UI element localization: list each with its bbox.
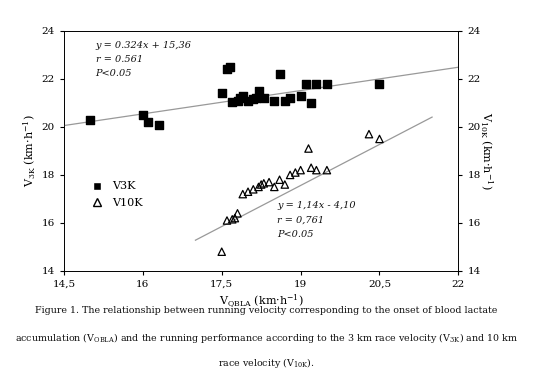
Point (225, 64, 234, 70)
Point (257, 182, 265, 188)
Point (291, 170, 300, 176)
Point (365, 131, 373, 137)
Point (296, 167, 305, 173)
Point (280, 182, 289, 188)
Text: y = 0.324x + 15,36: y = 0.324x + 15,36 (95, 41, 191, 50)
Point (280, 98, 289, 104)
Text: P<0.05: P<0.05 (95, 69, 132, 78)
Point (276, 176, 284, 183)
Point (286, 172, 294, 178)
Point (233, 98, 242, 104)
Point (286, 95, 294, 101)
Point (238, 92, 247, 99)
Point (139, 112, 147, 118)
Point (244, 188, 252, 195)
Point (228, 99, 237, 105)
Point (238, 191, 247, 197)
Text: race velocity (V$_\mathregular{10K}$).: race velocity (V$_\mathregular{10K}$). (218, 356, 315, 370)
Y-axis label: V$_\mathregular{3K}$ (km·h$^{\mathregular{-1}}$): V$_\mathregular{3K}$ (km·h$^{\mathregula… (21, 115, 37, 187)
Point (86, 116, 94, 123)
Point (322, 80, 331, 87)
Point (236, 95, 245, 101)
Point (217, 248, 226, 255)
Point (270, 184, 279, 190)
Point (302, 80, 310, 87)
Point (244, 98, 252, 104)
Point (375, 80, 384, 87)
Point (249, 186, 257, 192)
Point (296, 92, 305, 99)
Point (375, 136, 384, 142)
Point (312, 80, 321, 87)
Point (223, 66, 231, 72)
Point (265, 179, 273, 185)
Point (322, 167, 331, 173)
Point (270, 98, 279, 104)
Point (144, 119, 152, 125)
X-axis label: V$_\mathregular{OBLA}$ (km·h$^{\mathregular{-1}}$): V$_\mathregular{OBLA}$ (km·h$^{\mathregu… (219, 293, 304, 309)
Y-axis label: V$_\mathregular{10K}$ (km·h$^{\mathregular{-1}}$): V$_\mathregular{10K}$ (km·h$^{\mathregul… (478, 112, 495, 190)
Text: Figure 1. The relationship between running velocity corresponding to the onset o: Figure 1. The relationship between runni… (35, 306, 498, 315)
Point (231, 215, 239, 221)
Point (217, 90, 226, 96)
Text: P<0.05: P<0.05 (277, 230, 313, 239)
Text: r = 0.561: r = 0.561 (95, 55, 143, 64)
Point (228, 216, 237, 223)
Point (252, 95, 260, 101)
Point (254, 184, 263, 190)
Point (233, 210, 242, 216)
Text: y = 1,14x - 4,10: y = 1,14x - 4,10 (277, 201, 356, 210)
Text: accumulation (V$_\mathregular{OBLA}$) and the running performance according to t: accumulation (V$_\mathregular{OBLA}$) an… (15, 331, 518, 345)
Point (276, 71, 284, 77)
Point (307, 100, 316, 106)
Point (312, 167, 321, 173)
Point (304, 146, 313, 152)
Text: r = 0,761: r = 0,761 (277, 216, 324, 225)
Point (254, 88, 263, 94)
Point (155, 122, 163, 128)
Legend: V3K, V10K: V3K, V10K (82, 177, 148, 212)
Point (260, 180, 268, 187)
Point (249, 96, 257, 103)
Point (260, 95, 268, 101)
Point (307, 164, 316, 171)
Point (223, 217, 231, 224)
